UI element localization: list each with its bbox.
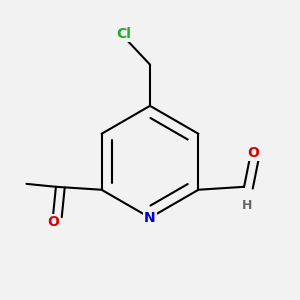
Text: N: N [144, 211, 156, 225]
Text: O: O [247, 146, 259, 160]
Text: Cl: Cl [116, 27, 131, 41]
Text: H: H [242, 200, 252, 212]
Text: O: O [47, 215, 59, 229]
